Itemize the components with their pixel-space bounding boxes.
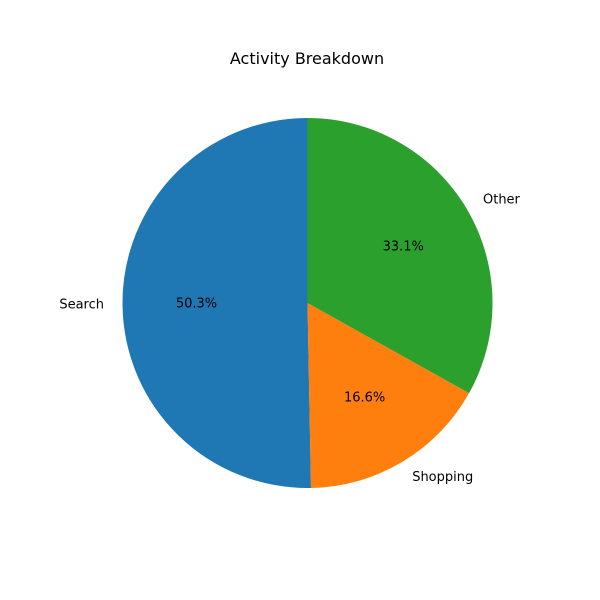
- slice-percent-other: 33.1%: [383, 239, 424, 254]
- slices-layer: [122, 118, 493, 488]
- slice-percent-search: 50.3%: [176, 297, 217, 312]
- pie-slice-shopping: [307, 303, 470, 488]
- labels-layer: Search 50.3% Shopping 16.6% Other 33.1%: [59, 192, 520, 485]
- pie-slice-other: [307, 118, 493, 394]
- slice-label-search: Search: [59, 297, 104, 312]
- slice-percent-shopping: 16.6%: [344, 391, 385, 406]
- pie-slice-search: [122, 118, 311, 488]
- slice-label-other: Other: [483, 192, 521, 207]
- chart-title: Activity Breakdown: [230, 49, 384, 68]
- slice-label-shopping: Shopping: [412, 470, 473, 485]
